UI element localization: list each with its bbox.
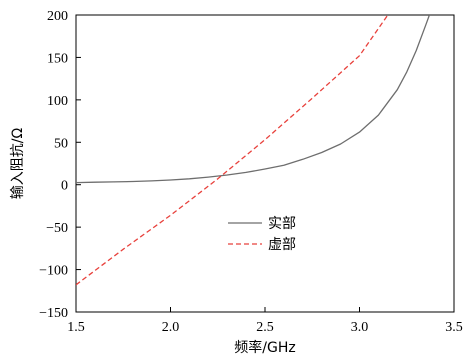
- tick-marks: [75, 14, 455, 313]
- y-tick-label: 200: [47, 9, 68, 24]
- tick-labels: 1.5 2.0 2.5 3.0 3.5 200 150 100 50 0 −50 −100 −150: [39, 9, 463, 335]
- y-tick-label: −100: [39, 264, 68, 279]
- legend-label-imaginary: 虚部: [268, 237, 296, 253]
- y-tick-label: 50: [54, 136, 68, 151]
- plot-frame: [75, 14, 455, 313]
- series-line-real: [76, 15, 431, 184]
- x-tick-label: 3.0: [351, 320, 369, 335]
- legend: 实部 虚部: [228, 216, 296, 253]
- series-layer: [76, 15, 431, 286]
- x-axis-title: 频率/GHz: [234, 339, 295, 356]
- x-tick-label: 3.5: [445, 320, 463, 335]
- series-line-imaginary: [76, 15, 389, 286]
- x-tick-label: 2.5: [256, 320, 274, 335]
- y-tick-label: −150: [39, 306, 68, 321]
- y-tick-label: −50: [46, 221, 68, 236]
- y-tick-label: 0: [61, 179, 68, 194]
- x-tick-label: 1.5: [67, 320, 85, 335]
- y-tick-label: 100: [47, 94, 68, 109]
- y-axis-title: 输入阻抗/Ω: [10, 127, 26, 199]
- legend-label-real: 实部: [268, 216, 296, 232]
- axes-frame: [75, 14, 455, 313]
- x-tick-label: 2.0: [162, 320, 180, 335]
- y-tick-label: 150: [47, 51, 68, 66]
